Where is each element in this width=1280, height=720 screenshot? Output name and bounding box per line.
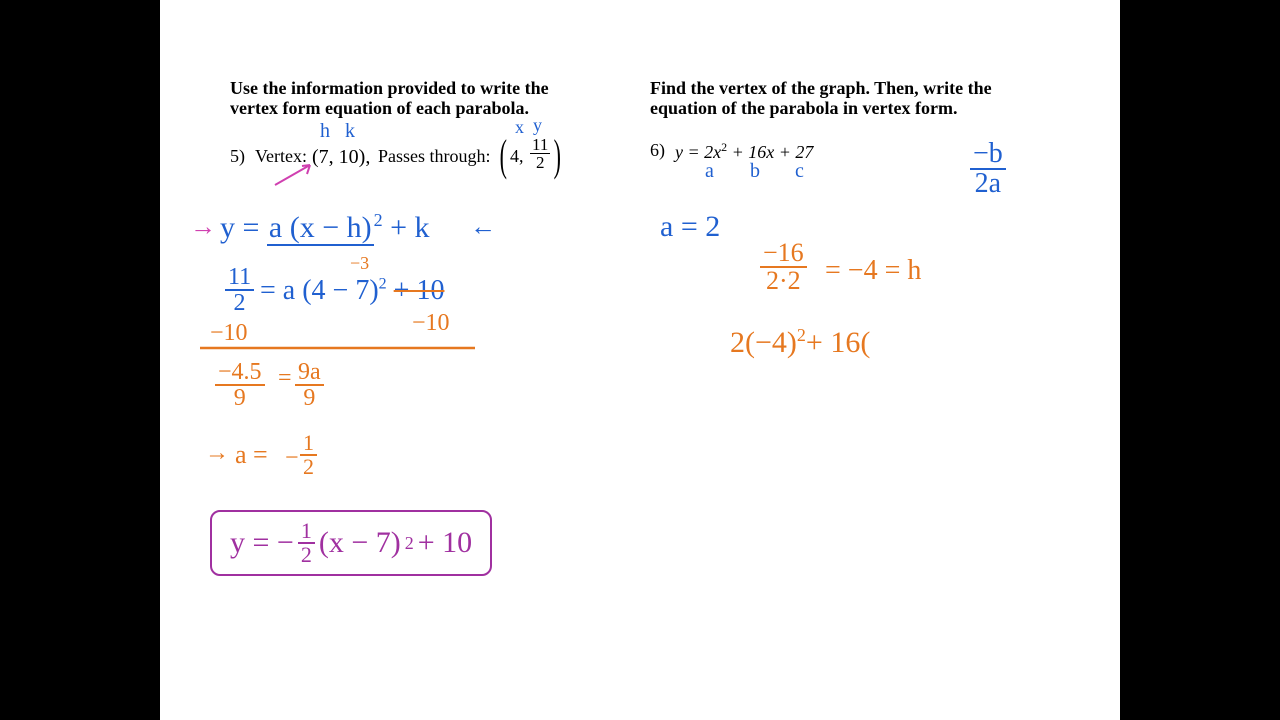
sub-eq-text: = a (4 − 7) — [260, 275, 379, 306]
p5-num: 5) — [230, 146, 245, 167]
div-lhs: −4.5 9 — [215, 360, 265, 410]
result-a: a = — [235, 440, 268, 470]
p5-passes-x: 4, — [510, 146, 524, 167]
den: 2a — [972, 170, 1004, 198]
eq-post: + k — [390, 211, 429, 244]
sub-lhs: 11 2 — [225, 265, 254, 315]
calc-result: = −4 = h — [825, 255, 921, 287]
p5-passes-frac: 11 2 — [530, 136, 550, 171]
eq-exp: 2 — [374, 210, 383, 230]
p5-vertex-val: (7, 10), — [312, 146, 370, 169]
p5-paren-close: ) — [554, 130, 561, 181]
anno-h: h — [320, 120, 330, 143]
num: −16 — [760, 240, 807, 268]
final-mid: (x − 7) — [319, 526, 401, 560]
k-post: + 16( — [806, 326, 870, 359]
den: 9 — [231, 386, 249, 410]
num: −b — [970, 140, 1006, 170]
result-arrow: → — [205, 440, 229, 467]
divider-line-icon — [200, 345, 475, 351]
anno-b: b — [750, 160, 760, 183]
div-eq: = — [278, 365, 292, 392]
eq-mid: a (x − h) — [267, 211, 374, 246]
final-frac: 1 2 — [298, 520, 315, 566]
den: 2 — [231, 291, 249, 315]
den: 2·2 — [763, 268, 804, 294]
div-rhs: 9a 9 — [295, 360, 324, 410]
frac-num: 11 — [530, 136, 550, 154]
anno-k: k — [345, 120, 355, 143]
eq-pre: y = — [220, 211, 259, 244]
final-answer-box: y = − 1 2 (x − 7)2 + 10 — [210, 510, 492, 576]
final-exp: 2 — [405, 534, 414, 552]
num: −4.5 — [215, 360, 265, 386]
sub-post: + 10 — [394, 275, 445, 306]
den: 2 — [300, 456, 317, 478]
num: 11 — [225, 265, 254, 291]
sub-eq: = a (4 − 7)2 + 10 — [260, 275, 444, 307]
a-equals-2: a = 2 — [660, 210, 720, 244]
num: 1 — [298, 520, 315, 544]
formula-b2a: −b 2a — [970, 140, 1006, 198]
pink-arrow-icon — [270, 160, 320, 190]
k-pre: 2(−4) — [730, 326, 797, 359]
anno-c: c — [795, 160, 804, 183]
eq-pre: y = 2x — [675, 142, 721, 162]
minus10-left: −10 — [210, 320, 248, 347]
p5-paren-open: ( — [500, 130, 507, 181]
k-exp: 2 — [797, 325, 806, 345]
final-post: + 10 — [418, 526, 472, 560]
p5-passes-label: Passes through: — [378, 146, 491, 167]
left-heading-2: vertex form equation of each parabola. — [230, 98, 529, 119]
minus3: −3 — [350, 253, 369, 274]
den: 9 — [300, 386, 318, 410]
whiteboard: Use the information provided to write th… — [160, 0, 1120, 720]
num: 1 — [300, 432, 317, 456]
den: 2 — [298, 544, 315, 566]
eq-form: y = a (x − h)2 + k — [220, 210, 430, 245]
calc-frac: −16 2·2 — [760, 240, 807, 294]
right-heading-1: Find the vertex of the graph. Then, writ… — [650, 78, 992, 99]
p6-eq: y = 2x2 + 16x + 27 — [675, 140, 813, 163]
frac-den: 2 — [534, 154, 547, 171]
arrow-right-1: → — [190, 212, 216, 242]
anno-y: y — [533, 115, 542, 136]
eq-post: + 16x + 27 — [727, 142, 813, 162]
result-neg: − — [285, 445, 299, 472]
num: 9a — [295, 360, 324, 386]
arrow-left-1: ← — [470, 212, 496, 242]
minus10-right: −10 — [412, 310, 450, 337]
k-calc: 2(−4)2+ 16( — [730, 325, 870, 360]
right-heading-2: equation of the parabola in vertex form. — [650, 98, 957, 119]
anno-a: a — [705, 160, 714, 183]
left-heading-1: Use the information provided to write th… — [230, 78, 549, 99]
final-y: y = − — [230, 526, 294, 560]
anno-x: x — [515, 117, 524, 138]
p6-num: 6) — [650, 140, 665, 161]
sub-exp: 2 — [379, 276, 387, 293]
result-frac: 1 2 — [300, 432, 317, 478]
